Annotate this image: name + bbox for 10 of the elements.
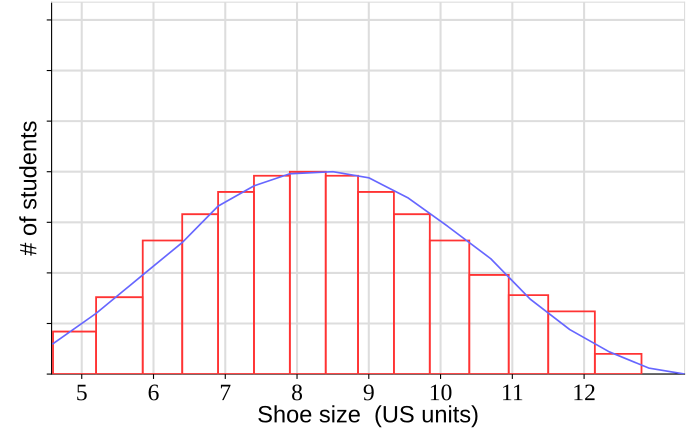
x-tick-label: 7 <box>220 384 230 400</box>
x-tick-label: 9 <box>364 384 374 400</box>
x-axis-title: Shoe size (US units) <box>258 405 478 428</box>
x-tick-label: 10 <box>430 384 452 400</box>
y-axis-title: # of students <box>19 121 37 256</box>
x-tick-label: 5 <box>77 384 87 400</box>
x-tick-label: 11 <box>503 384 522 400</box>
x-tick-label: 6 <box>148 384 159 400</box>
x-tick-label: 8 <box>292 384 302 400</box>
x-tick-label: 12 <box>574 384 595 400</box>
